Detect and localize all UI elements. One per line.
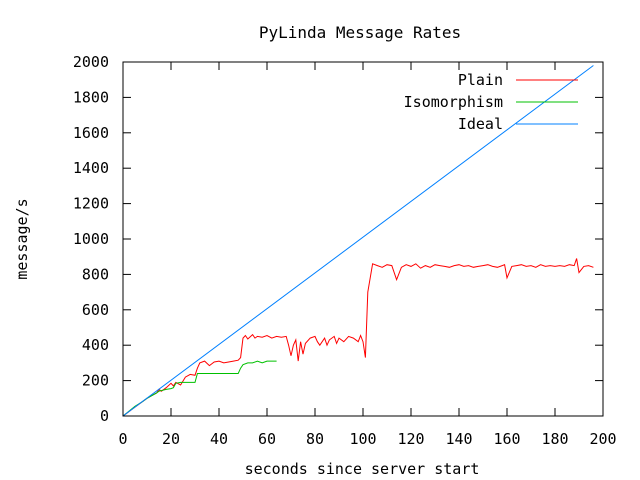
y-tick-label: 200 xyxy=(82,372,109,390)
series-line-ideal xyxy=(122,65,594,417)
x-tick-label: 100 xyxy=(349,430,376,448)
y-tick-label: 1400 xyxy=(73,159,109,177)
x-tick-label: 160 xyxy=(493,430,520,448)
x-tick-label: 180 xyxy=(541,430,568,448)
x-tick-label: 20 xyxy=(162,430,180,448)
plot-layer: 0 20 40 60 80 100 120 140 160 180 2000200400600800… xyxy=(73,53,617,448)
y-tick-label: 600 xyxy=(82,301,109,319)
y-axis-label: message/s xyxy=(13,198,31,279)
legend: Plain Isomorphism Ideal xyxy=(404,71,578,133)
legend-label: Ideal xyxy=(458,115,503,133)
x-tick-label: 0 xyxy=(118,430,127,448)
y-tick-label: 1600 xyxy=(73,124,109,142)
x-tick-label: 40 xyxy=(210,430,228,448)
x-tick-label: 80 xyxy=(306,430,324,448)
legend-label: Plain xyxy=(458,71,503,89)
y-tick-label: 1000 xyxy=(73,230,109,248)
x-tick-label: 60 xyxy=(258,430,276,448)
y-tick-label: 400 xyxy=(82,336,109,354)
x-tick-label: 140 xyxy=(445,430,472,448)
series-line-isomorphism xyxy=(122,360,277,417)
y-tick-label: 1800 xyxy=(73,88,109,106)
x-tick-label: 120 xyxy=(397,430,424,448)
y-tick-label: 0 xyxy=(100,407,109,425)
y-tick-label: 2000 xyxy=(73,53,109,71)
legend-label: Isomorphism xyxy=(404,93,503,111)
x-axis-label: seconds since server start xyxy=(245,460,480,478)
y-tick-label: 800 xyxy=(82,265,109,283)
y-tick-label: 1200 xyxy=(73,195,109,213)
chart-title: PyLinda Message Rates xyxy=(259,23,461,42)
x-tick-label: 200 xyxy=(589,430,616,448)
series-line-plain xyxy=(122,258,594,417)
plot-frame xyxy=(122,61,604,417)
